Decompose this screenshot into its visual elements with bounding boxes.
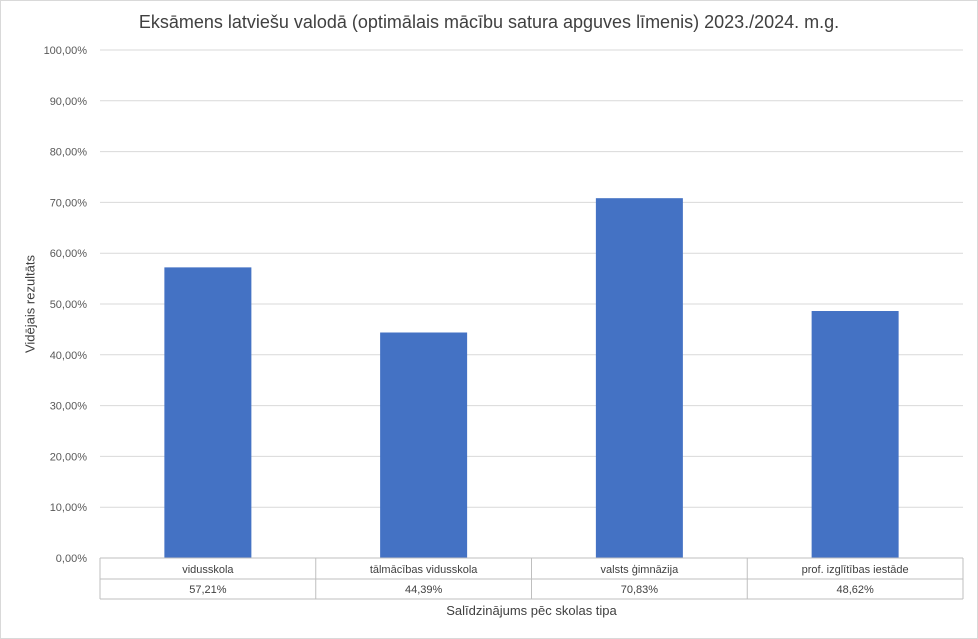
category-label: valsts ģimnāzija xyxy=(601,563,680,576)
bar xyxy=(595,198,683,558)
y-tick-label: 40,00% xyxy=(50,350,88,362)
y-tick-label: 60,00% xyxy=(50,248,88,260)
category-label: vidusskola xyxy=(182,564,234,576)
bar xyxy=(811,311,899,558)
y-tick-label: 50,00% xyxy=(50,299,88,311)
y-tick-label: 100,00% xyxy=(44,45,88,57)
y-tick-label: 20,00% xyxy=(50,451,88,463)
y-tick-label: 70,00% xyxy=(50,197,88,209)
category-label: prof. izglītības iestāde xyxy=(802,564,909,576)
value-label: 70,83% xyxy=(621,584,659,596)
y-tick-label: 0,00% xyxy=(56,553,87,565)
y-tick-label: 80,00% xyxy=(50,147,88,159)
bar xyxy=(380,332,468,558)
chart-title: Eksāmens latviešu valodā (optimālais māc… xyxy=(138,12,840,32)
bar xyxy=(164,267,252,558)
y-tick-label: 90,00% xyxy=(50,96,88,108)
value-label: 48,62% xyxy=(836,584,874,596)
y-tick-label: 10,00% xyxy=(50,502,88,514)
y-tick-label: 30,00% xyxy=(50,401,88,413)
value-label: 44,39% xyxy=(405,584,443,596)
x-axis-title: Salīdzinājums pēc skolas tipa xyxy=(446,603,617,618)
value-label: 57,21% xyxy=(189,584,227,596)
category-label: tālmācības vidusskola xyxy=(370,564,478,576)
